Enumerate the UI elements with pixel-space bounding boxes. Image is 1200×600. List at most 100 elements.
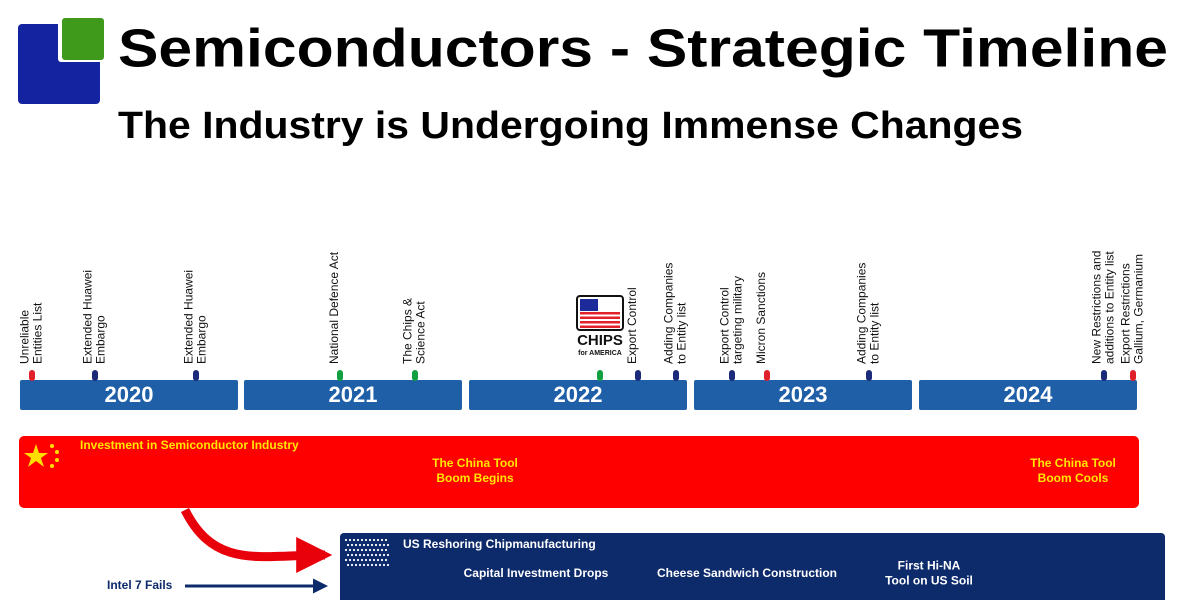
- year-label: 2020: [105, 382, 154, 407]
- us-note: Capital Investment Drops: [464, 566, 609, 580]
- star: [346, 543, 350, 547]
- star: [360, 538, 364, 542]
- star: [364, 548, 368, 552]
- star: [384, 558, 388, 562]
- china-title: Investment in Semiconductor Industry: [80, 438, 299, 452]
- star: [372, 538, 376, 542]
- event-label: to Entity list: [675, 302, 689, 364]
- event-label: additions to Entity list: [1103, 251, 1117, 364]
- star: [380, 548, 384, 552]
- event-marker: [764, 370, 770, 381]
- star: [384, 548, 388, 552]
- star: [380, 538, 384, 542]
- china-note: The China Tool: [1030, 456, 1116, 470]
- us-bar: [340, 533, 1165, 600]
- logo: [18, 18, 104, 104]
- event-marker: [1101, 370, 1107, 381]
- star: [352, 558, 356, 562]
- event-marker: [337, 370, 343, 381]
- star: [344, 538, 348, 542]
- event-marker: [29, 370, 35, 381]
- year-label: 2021: [329, 382, 378, 407]
- star: [366, 553, 370, 557]
- china-note: Boom Begins: [436, 471, 514, 485]
- event-label: Entities List: [31, 302, 45, 364]
- event-marker: [193, 370, 199, 381]
- star: [382, 563, 386, 567]
- event-marker: [92, 370, 98, 381]
- year-label: 2024: [1004, 382, 1054, 407]
- event-label: New Restrictions and: [1090, 251, 1104, 364]
- us-title: US Reshoring Chipmanufacturing: [403, 537, 596, 551]
- china-bar: [19, 436, 1139, 508]
- star: [354, 563, 358, 567]
- chips-canton: [580, 299, 598, 311]
- star: [378, 553, 382, 557]
- star: [358, 543, 362, 547]
- event-label: Extended Huawei: [182, 270, 196, 364]
- us-note: Tool on US Soil: [885, 574, 973, 588]
- china-flag: [24, 444, 59, 468]
- star: [346, 553, 350, 557]
- us-note: Cheese Sandwich Construction: [657, 566, 837, 580]
- star: [356, 538, 360, 542]
- star: [370, 553, 374, 557]
- year-bar: [469, 380, 687, 410]
- star: [358, 553, 362, 557]
- year-bar: [20, 380, 238, 410]
- star: [376, 548, 380, 552]
- star: [346, 563, 350, 567]
- event-marker: [597, 370, 603, 381]
- subtitle: The Industry is Undergoing Immense Chang…: [118, 105, 1023, 147]
- event-marker: [673, 370, 679, 381]
- star: [372, 558, 376, 562]
- star: [386, 543, 390, 547]
- star: [364, 558, 368, 562]
- star: [364, 538, 368, 542]
- star: [344, 548, 348, 552]
- star: [356, 548, 360, 552]
- star: [352, 548, 356, 552]
- china-arrow: [180, 507, 333, 574]
- star: [362, 563, 366, 567]
- event-label: Export Restrictions: [1119, 263, 1133, 364]
- star: [374, 563, 378, 567]
- event-label: Embargo: [195, 315, 209, 364]
- event-label: The Chips &: [401, 298, 415, 364]
- chips-stripe: [580, 316, 620, 319]
- star: [360, 558, 364, 562]
- star: [382, 543, 386, 547]
- chips-stripe: [580, 325, 620, 328]
- event-label: Embargo: [94, 315, 108, 364]
- event-label: Adding Companies: [662, 263, 676, 364]
- title: Semiconductors - Strategic Timeline: [118, 18, 1168, 78]
- chips-stripe: [580, 321, 620, 324]
- star: [348, 558, 352, 562]
- star: [366, 543, 370, 547]
- star: [368, 548, 372, 552]
- star: [368, 558, 372, 562]
- china-note: Boom Cools: [1038, 471, 1109, 485]
- star: [354, 553, 358, 557]
- event-label: Science Act: [414, 301, 428, 364]
- us-flag: [344, 538, 390, 567]
- event-label: Adding Companies: [855, 263, 869, 364]
- star: [372, 548, 376, 552]
- star: [382, 553, 386, 557]
- event-marker: [412, 370, 418, 381]
- star: [374, 543, 378, 547]
- chips-stripe: [580, 312, 620, 315]
- event-label: Extended Huawei: [81, 270, 95, 364]
- chips-title: CHIPS: [577, 332, 623, 349]
- event-label: targeting military: [731, 276, 745, 364]
- star: [350, 543, 354, 547]
- event-marker: [729, 370, 735, 381]
- event-label: to Entity list: [868, 302, 882, 364]
- star: [350, 553, 354, 557]
- star: [368, 538, 372, 542]
- event-label: Micron Sanctions: [754, 272, 768, 364]
- star: [354, 543, 358, 547]
- star: [356, 558, 360, 562]
- star: [386, 563, 390, 567]
